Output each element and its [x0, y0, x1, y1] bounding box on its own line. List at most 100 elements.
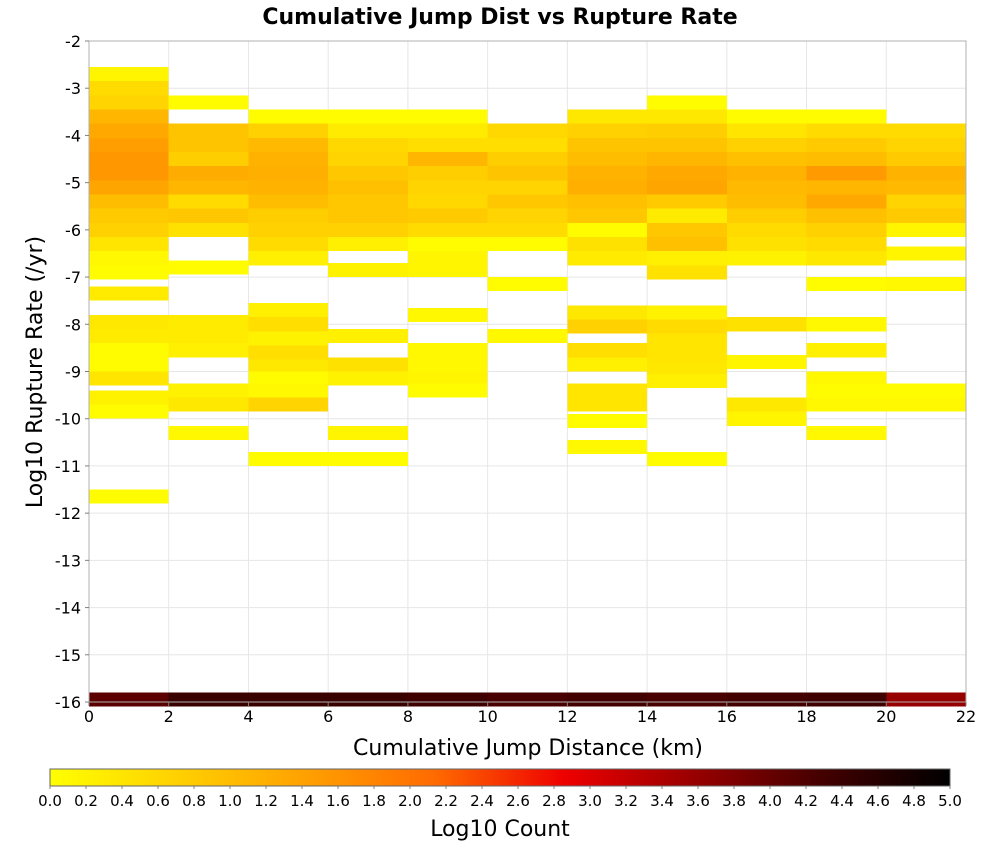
heatmap-cell — [487, 180, 568, 195]
y-tick-label: -5 — [65, 174, 81, 193]
heatmap-cell — [567, 151, 648, 167]
heatmap-cell — [567, 692, 648, 707]
heatmap-cell — [567, 236, 648, 252]
heatmap-cell — [647, 373, 727, 389]
colorbar-tick-label: 0.6 — [146, 792, 170, 810]
heatmap-cell — [248, 194, 329, 209]
heatmap-cell — [168, 123, 249, 138]
heatmap-cell — [886, 222, 966, 237]
heatmap-cell — [89, 329, 169, 344]
heatmap-cell — [647, 208, 727, 223]
heatmap-cell — [168, 425, 249, 440]
y-tick-label: -2 — [65, 32, 81, 51]
heatmap-cell — [806, 343, 887, 358]
heatmap-cell — [567, 357, 648, 372]
heatmap-cell — [407, 208, 488, 223]
heatmap-cell — [328, 194, 408, 209]
heatmap-cell — [647, 319, 727, 334]
y-tick-label: -15 — [55, 646, 81, 665]
heatmap-cell — [168, 194, 249, 209]
heatmap-cell — [407, 222, 488, 237]
heatmap-cell — [328, 329, 408, 344]
heatmap-cell — [647, 305, 727, 320]
heatmap-cell — [328, 371, 408, 386]
colorbar-tick-label: 1.0 — [218, 792, 242, 810]
heatmap-cell — [328, 262, 408, 278]
heatmap-cell — [886, 397, 966, 412]
heatmap-cell — [248, 208, 329, 223]
heatmap-cell — [328, 451, 408, 466]
heatmap-cell — [806, 109, 887, 124]
x-tick-label: 6 — [323, 707, 333, 726]
x-tick-label: 10 — [477, 707, 497, 726]
heatmap-cell — [89, 166, 169, 181]
heatmap-cell — [168, 343, 249, 358]
heatmap-cell — [89, 194, 169, 209]
heatmap-cell — [248, 692, 329, 707]
heatmap-cell — [806, 151, 887, 167]
heatmap-cell — [248, 180, 329, 195]
colorbar-tick-label: 3.2 — [614, 792, 638, 810]
heatmap-cell — [328, 166, 408, 181]
heatmap-cell — [248, 109, 329, 124]
heatmap-cell — [647, 236, 727, 252]
heatmap-cell — [89, 390, 169, 405]
x-tick-label: 12 — [557, 707, 577, 726]
heatmap-cell — [886, 194, 966, 209]
heatmap-cell — [168, 692, 249, 707]
x-axis-label: Cumulative Jump Distance (km) — [353, 736, 703, 761]
heatmap-cell — [806, 692, 887, 707]
colorbar-tick-label: 3.4 — [650, 792, 674, 810]
heatmap-cell — [487, 236, 568, 252]
heatmap-cell — [647, 451, 727, 466]
heatmap-cell — [328, 109, 408, 124]
heatmap-cell — [328, 137, 408, 152]
heatmap-cell — [567, 137, 648, 152]
heatmap-cell — [407, 307, 488, 322]
heatmap-cell — [886, 166, 966, 181]
x-tick-label: 2 — [164, 707, 174, 726]
heatmap-cell — [886, 151, 966, 167]
colorbar-tick-label: 4.6 — [866, 792, 890, 810]
heatmap-cell — [567, 319, 648, 334]
heatmap-cell — [89, 265, 169, 280]
x-tick-label: 20 — [876, 707, 896, 726]
heatmap-cell — [726, 109, 807, 124]
heatmap-cell — [248, 251, 329, 266]
heatmap-cell — [407, 343, 488, 358]
colorbar — [49, 768, 951, 787]
heatmap-cell — [89, 123, 169, 138]
colorbar-tick-label: 3.6 — [686, 792, 710, 810]
heatmap-cell — [726, 166, 807, 181]
y-tick-label: -14 — [55, 599, 81, 618]
heatmap-cell — [168, 222, 249, 237]
heatmap-cell — [806, 208, 887, 223]
heatmap-cell — [647, 151, 727, 167]
heatmap-cell — [806, 251, 887, 266]
x-axis-ticks: 0 2 4 6 8 10 12 14 16 18 20 22 — [84, 702, 976, 726]
heatmap-cell — [89, 692, 169, 707]
heatmap-cell — [487, 277, 568, 292]
y-tick-label: -7 — [65, 268, 81, 287]
heatmap-cell — [168, 260, 249, 275]
heatmap-cell — [248, 123, 329, 138]
heatmap-cell — [886, 180, 966, 195]
heatmap-cell — [487, 151, 568, 167]
heatmap-cell — [806, 222, 887, 237]
heatmap-cell — [726, 123, 807, 138]
heatmap-cell — [407, 371, 488, 386]
colorbar-tick-label: 2.6 — [506, 792, 530, 810]
heatmap-cell — [647, 222, 727, 237]
colorbar-tick-label: 1.4 — [290, 792, 314, 810]
heatmap-cell — [407, 180, 488, 195]
heatmap-cell — [726, 251, 807, 266]
heatmap-cell — [407, 151, 488, 167]
heatmap-cell — [407, 194, 488, 209]
heatmap-cell — [248, 383, 329, 398]
colorbar-tick-label: 2.2 — [434, 792, 458, 810]
heatmap-cell — [647, 166, 727, 181]
heatmap-cell — [89, 109, 169, 124]
heatmap-cell — [248, 137, 329, 152]
y-tick-label: -12 — [55, 504, 81, 523]
colorbar-tick-label: 1.2 — [254, 792, 278, 810]
